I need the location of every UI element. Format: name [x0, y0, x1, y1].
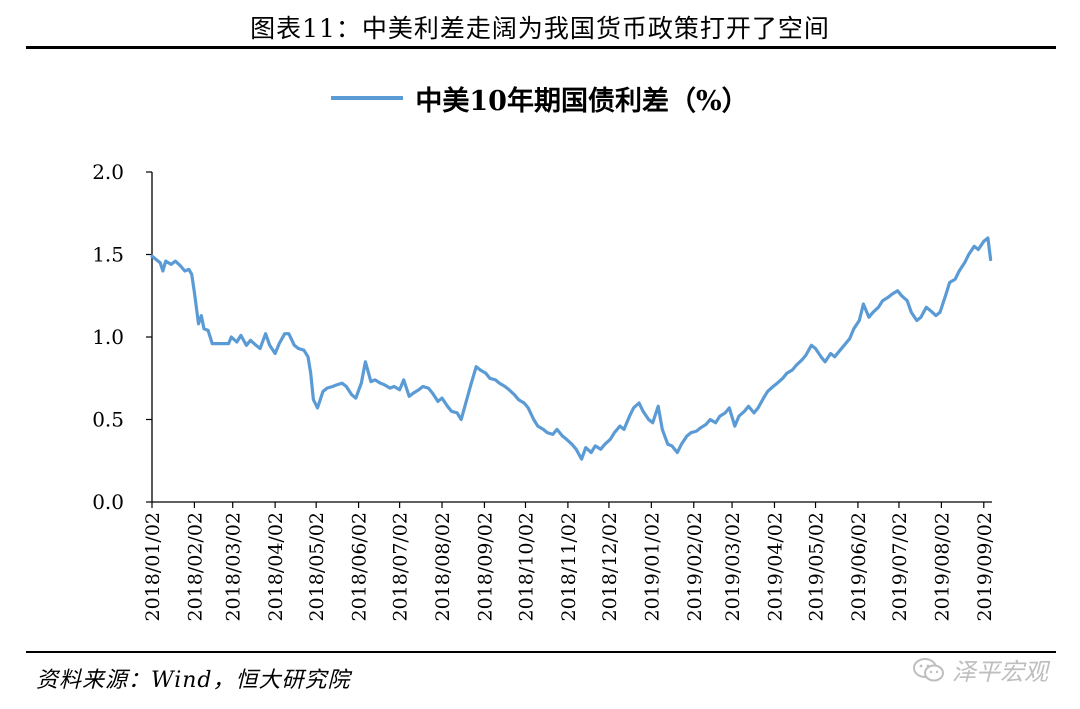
figure-title: 图表11：中美利差走阔为我国货币政策打开了空间 [250, 14, 830, 43]
bottom-rule [26, 651, 1056, 653]
x-tick-label: 2018/09/02 [474, 512, 496, 622]
x-tick-label: 2019/01/02 [641, 512, 663, 622]
x-tick-label: 2019/02/02 [684, 512, 706, 622]
x-tick-label: 2018/11/02 [558, 512, 580, 622]
x-tick-label: 2019/09/02 [974, 512, 996, 622]
x-tick-label: 2018/04/02 [265, 512, 287, 622]
x-tick-label: 2018/12/02 [599, 512, 621, 622]
x-tick-label: 2019/08/02 [931, 512, 953, 622]
x-tick-label: 2019/07/02 [889, 512, 911, 622]
chart-axes [146, 171, 992, 508]
x-tick-label: 2019/06/02 [848, 512, 870, 622]
x-tick-label: 2018/06/02 [349, 512, 371, 622]
watermark-text: 泽平宏观 [952, 658, 1048, 686]
y-tick-label: 1.5 [92, 243, 124, 267]
x-tick-label: 2019/04/02 [764, 512, 786, 622]
y-tick-label: 0.0 [92, 490, 124, 514]
x-tick-label: 2018/05/02 [306, 512, 328, 622]
series-line [150, 236, 993, 461]
series-layer [150, 236, 993, 461]
wechat-icon [913, 657, 944, 681]
x-tick-label: 2018/07/02 [390, 512, 412, 622]
x-tick-label: 2018/03/02 [223, 512, 245, 622]
legend-swatch [331, 96, 404, 100]
y-tick-labels: 0.0 0.5 1.0 1.5 2.0 [92, 160, 124, 514]
source-note: 资料来源：Wind，恒大研究院 [36, 668, 351, 693]
x-tick-label: 2019/03/02 [722, 512, 744, 622]
x-tick-label: 2018/10/02 [515, 512, 537, 622]
y-tick-label: 2.0 [92, 160, 124, 184]
y-tick-label: 1.0 [92, 325, 124, 349]
legend-label: 中美10年期国债利差（%） [415, 85, 749, 117]
x-tick-label: 2018/08/02 [432, 512, 454, 622]
y-tick-label: 0.5 [92, 408, 124, 432]
x-tick-label: 2018/02/02 [184, 512, 206, 622]
x-tick-label: 2018/01/02 [142, 512, 164, 622]
x-tick-labels: 2018/01/02 2018/02/02 2018/03/02 2018/04/02… [142, 512, 996, 622]
chart-legend: 中美10年期国债利差（%） [0, 78, 1080, 118]
title-rule [26, 46, 1056, 49]
watermark: 泽平宏观 [912, 652, 1048, 687]
x-tick-label: 2019/05/02 [806, 512, 828, 622]
